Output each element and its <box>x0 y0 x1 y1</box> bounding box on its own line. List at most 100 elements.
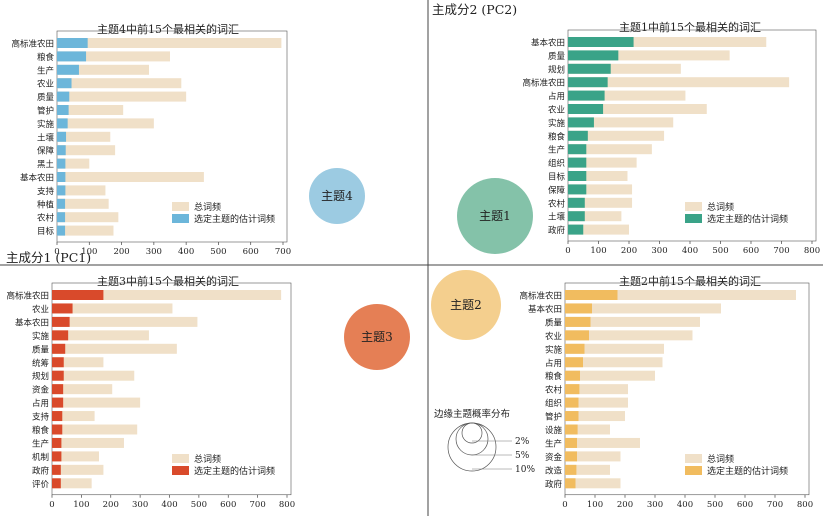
category-label: 基本农田 <box>20 173 54 184</box>
panel-title: 主题1中前15个最相关的词汇 <box>619 20 761 34</box>
bar-total <box>57 185 106 196</box>
category-label: 粮食 <box>548 131 566 142</box>
category-label: 粮食 <box>37 52 55 63</box>
bar-selected <box>57 185 66 196</box>
x-tick-label: 200 <box>113 247 129 257</box>
size-legend-label: 2% <box>515 437 530 447</box>
x-tick-label: 100 <box>587 500 603 510</box>
category-label: 保障 <box>548 185 566 196</box>
bar-total <box>57 91 187 102</box>
x-tick-label: 800 <box>804 246 820 256</box>
size-legend-circle <box>447 422 497 472</box>
topic-bubble-label: 主题2 <box>450 298 482 312</box>
bar-selected <box>568 104 604 114</box>
x-tick-label: 600 <box>220 500 236 510</box>
x-tick-label: 100 <box>81 247 97 257</box>
x-tick-label: 600 <box>243 247 259 257</box>
x-tick-label: 500 <box>712 246 728 256</box>
bar-total <box>52 397 141 408</box>
bar-selected <box>52 370 64 381</box>
bar-total <box>565 316 700 327</box>
bar-selected <box>565 451 577 462</box>
category-label: 支持 <box>32 412 50 423</box>
x-tick-label: 400 <box>178 247 194 257</box>
bar-total <box>565 357 663 368</box>
size-legend-label: 5% <box>515 451 530 461</box>
category-label: 保障 <box>37 146 55 157</box>
category-label: 质量 <box>545 317 563 328</box>
bar-selected <box>568 197 585 208</box>
bar-total <box>568 197 633 208</box>
category-label: 管护 <box>545 412 562 423</box>
bar-selected <box>568 157 587 168</box>
bar-selected <box>52 411 63 422</box>
bar-total <box>568 211 622 222</box>
topic-bubbles: 主题4 主题1 主题3 主题2 <box>309 168 533 370</box>
category-label: 农村 <box>545 385 563 396</box>
bar-total <box>52 357 104 368</box>
bar-selected <box>57 64 79 75</box>
bar-total <box>52 384 113 395</box>
bar-selected <box>568 117 594 128</box>
bar-selected <box>57 78 72 89</box>
category-label: 质量 <box>548 51 566 62</box>
topic-bubble-label: 主题4 <box>321 189 353 203</box>
bar-total <box>565 478 621 489</box>
category-label: 资金 <box>32 385 50 396</box>
x-tick-label: 0 <box>49 500 54 510</box>
bar-selected <box>568 50 619 61</box>
bar-selected <box>565 437 577 448</box>
bar-total <box>568 144 652 155</box>
bar-selected <box>57 105 69 115</box>
category-label: 政府 <box>548 225 566 236</box>
category-label: 生产 <box>37 65 54 76</box>
bar-selected <box>568 224 584 235</box>
category-label: 农业 <box>32 304 49 315</box>
x-tick-label: 200 <box>103 500 119 510</box>
bar-total <box>57 118 154 129</box>
x-tick-label: 700 <box>250 500 266 510</box>
bar-selected <box>57 131 67 142</box>
legend-label-selected: 选定主题的估计词频 <box>194 213 275 225</box>
bar-selected <box>52 330 69 341</box>
bar-panel-4: 主题2中前15个最相关的词汇高标准农田基本农田质量农业实施占用粮食农村组织管护设… <box>519 274 813 510</box>
topic-bubble <box>457 178 533 254</box>
category-label: 高标准农田 <box>522 78 565 89</box>
x-tick-label: 0 <box>562 500 567 510</box>
legend-swatch-selected <box>172 214 189 223</box>
category-label: 高标准农田 <box>11 39 54 50</box>
category-label: 政府 <box>32 465 50 476</box>
bar-selected <box>565 303 592 314</box>
legend-swatch-total <box>685 454 702 463</box>
x-tick-label: 500 <box>707 500 723 510</box>
category-label: 实施 <box>548 118 566 129</box>
bar-selected <box>565 411 579 422</box>
category-label: 目标 <box>548 172 566 183</box>
bar-selected <box>57 118 68 129</box>
category-label: 质量 <box>37 92 55 103</box>
category-label: 管护 <box>37 106 54 117</box>
bar-total <box>568 171 628 181</box>
category-label: 占用 <box>32 398 49 409</box>
bar-selected <box>52 357 64 368</box>
bar-total <box>52 316 198 327</box>
legend-swatch-selected <box>172 466 189 475</box>
bar-total <box>52 451 99 462</box>
bar-selected <box>52 303 73 314</box>
bar-total <box>52 464 104 475</box>
x-tick-label: 400 <box>682 246 698 256</box>
bar-total <box>57 38 282 48</box>
bar-selected <box>568 144 587 155</box>
category-label: 统筹 <box>32 358 50 369</box>
category-label: 黑土 <box>37 159 55 170</box>
bar-selected <box>565 370 580 381</box>
x-tick-label: 400 <box>161 500 177 510</box>
bar-total <box>568 77 790 88</box>
x-tick-label: 600 <box>737 500 753 510</box>
category-label: 生产 <box>548 145 565 156</box>
legend-label-total: 总词频 <box>194 453 221 465</box>
category-label: 组织 <box>545 398 562 409</box>
x-tick-label: 600 <box>743 246 759 256</box>
bar-total <box>57 212 119 223</box>
